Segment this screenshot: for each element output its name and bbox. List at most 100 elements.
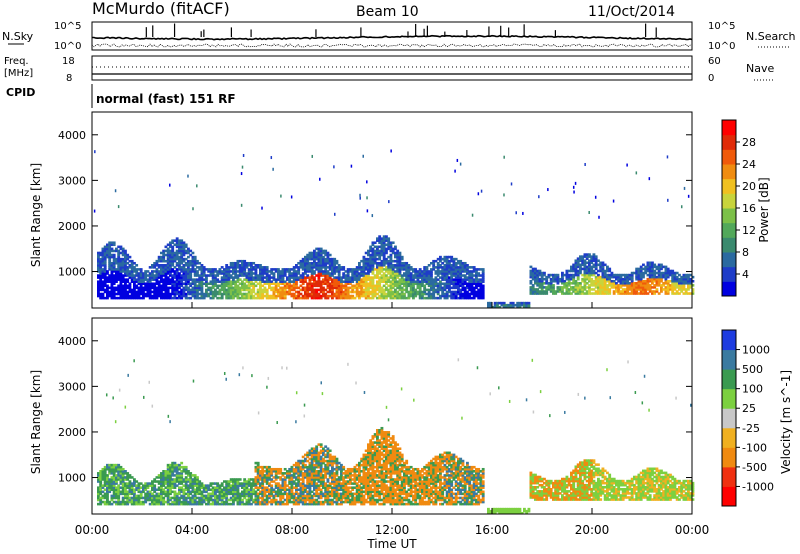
power-echo-cell bbox=[376, 286, 379, 290]
velocity-echo-cell bbox=[187, 470, 190, 473]
power-echo-cell bbox=[292, 286, 296, 290]
power-echo-cell bbox=[317, 292, 321, 296]
power-echo-cell bbox=[412, 290, 415, 294]
power-echo-cell bbox=[306, 257, 310, 261]
power-echo-cell bbox=[191, 294, 195, 298]
power-echo-cell bbox=[119, 264, 123, 267]
power-echo-cell bbox=[227, 270, 231, 273]
velocity-echo-cell bbox=[112, 486, 116, 489]
power-echo-cell bbox=[243, 270, 247, 273]
power-echo-cell bbox=[238, 266, 242, 269]
velocity-echo-cell bbox=[128, 482, 132, 485]
power-echo-cell bbox=[489, 301, 493, 305]
power-echo-cell bbox=[232, 290, 235, 294]
power-echo-cell bbox=[164, 278, 168, 281]
power-echo-cell bbox=[590, 282, 594, 285]
power-echo-cell bbox=[391, 268, 395, 271]
power-echo-cell bbox=[135, 296, 139, 300]
power-echo-cell bbox=[457, 266, 460, 269]
velocity-echo-cell bbox=[124, 486, 127, 489]
power-echo-cell bbox=[313, 259, 316, 263]
power-echo-cell bbox=[252, 272, 256, 275]
power-echo-cell bbox=[182, 286, 186, 290]
power-echo-cell bbox=[373, 241, 377, 245]
power-echo-cell bbox=[608, 284, 612, 287]
power-echo-cell bbox=[166, 255, 170, 259]
velocity-echo-cell bbox=[169, 498, 172, 502]
velocity-echo-cell bbox=[229, 496, 233, 500]
power-echo-cell bbox=[166, 278, 170, 281]
velocity-echo-cell bbox=[259, 476, 262, 479]
power-echo-cell bbox=[292, 276, 296, 279]
power-echo-cell bbox=[597, 275, 600, 279]
power-echo-cell bbox=[173, 282, 177, 286]
power-echo-cell bbox=[247, 264, 251, 267]
power-echo-cell bbox=[247, 294, 251, 298]
power-echo-cell bbox=[155, 259, 159, 263]
power-echo-cell bbox=[534, 271, 537, 275]
power-echo-cell bbox=[119, 259, 123, 263]
velocity-echo-cell bbox=[103, 494, 107, 498]
power-echo-cell bbox=[441, 294, 445, 298]
power-echo-cell bbox=[457, 259, 460, 263]
power-echo-cell bbox=[164, 284, 168, 288]
power-echo-cell bbox=[585, 275, 589, 279]
power-echo-cell bbox=[101, 268, 105, 271]
power-echo-cell bbox=[162, 251, 166, 255]
power-echo-cell bbox=[299, 276, 303, 279]
power-echo-cell bbox=[313, 284, 316, 288]
power-echo-cell bbox=[682, 277, 686, 281]
power-echo-cell bbox=[112, 266, 116, 269]
power-echo-cell bbox=[554, 275, 558, 279]
power-echo-cell bbox=[151, 294, 154, 298]
power-echo-cell bbox=[423, 266, 427, 269]
power-echo-cell bbox=[101, 294, 105, 298]
velocity-echo-cell bbox=[162, 492, 166, 496]
power-echo-cell bbox=[536, 275, 540, 279]
power-echo-cell bbox=[574, 259, 578, 263]
velocity-echo-cell bbox=[290, 480, 294, 483]
power-echo-cell bbox=[232, 286, 235, 290]
power-echo-cell bbox=[407, 266, 411, 269]
power-echo-cell bbox=[457, 282, 460, 286]
power-echo-cell bbox=[124, 261, 127, 265]
power-echo-cell bbox=[382, 290, 386, 294]
power-echo-cell bbox=[315, 290, 319, 294]
power-echo-cell bbox=[335, 282, 339, 286]
velocity-echo-cell bbox=[99, 470, 103, 473]
power-echo-cell bbox=[304, 264, 307, 267]
power-echo-cell bbox=[459, 268, 463, 271]
power-echo-cell bbox=[443, 284, 447, 288]
velocity-echo-cell bbox=[103, 482, 107, 485]
velocity-echo-cell bbox=[245, 492, 249, 496]
power-echo-cell bbox=[461, 274, 465, 277]
power-echo-cell bbox=[653, 290, 657, 293]
power-echo-cell bbox=[101, 282, 105, 286]
power-echo-cell bbox=[635, 267, 639, 271]
velocity-echo-cell bbox=[117, 476, 121, 479]
power-echo-cell bbox=[362, 288, 366, 292]
power-scatter-cell bbox=[522, 211, 524, 215]
power-echo-cell bbox=[243, 264, 247, 267]
power-echo-cell bbox=[344, 290, 348, 294]
power-echo-cell bbox=[369, 249, 373, 253]
power-echo-cell bbox=[108, 268, 112, 271]
velocity-echo-cell bbox=[290, 467, 294, 471]
power-echo-cell bbox=[470, 266, 474, 269]
power-echo-cell bbox=[290, 286, 294, 290]
power-echo-cell bbox=[509, 301, 513, 305]
velocity-echo-cell bbox=[245, 500, 249, 504]
power-echo-cell bbox=[283, 274, 287, 277]
power-echo-cell bbox=[225, 284, 229, 288]
power-echo-cell bbox=[371, 270, 375, 273]
velocity-echo-cell bbox=[112, 463, 116, 467]
power-echo-cell bbox=[126, 255, 130, 259]
power-echo-cell bbox=[642, 290, 645, 293]
velocity-echo-cell bbox=[119, 492, 123, 496]
power-echo-cell bbox=[297, 270, 301, 273]
power-echo-cell bbox=[200, 272, 204, 275]
velocity-echo-cell bbox=[241, 484, 244, 487]
power-echo-cell bbox=[157, 284, 161, 288]
power-echo-cell bbox=[376, 251, 379, 255]
power-echo-cell bbox=[331, 294, 334, 298]
